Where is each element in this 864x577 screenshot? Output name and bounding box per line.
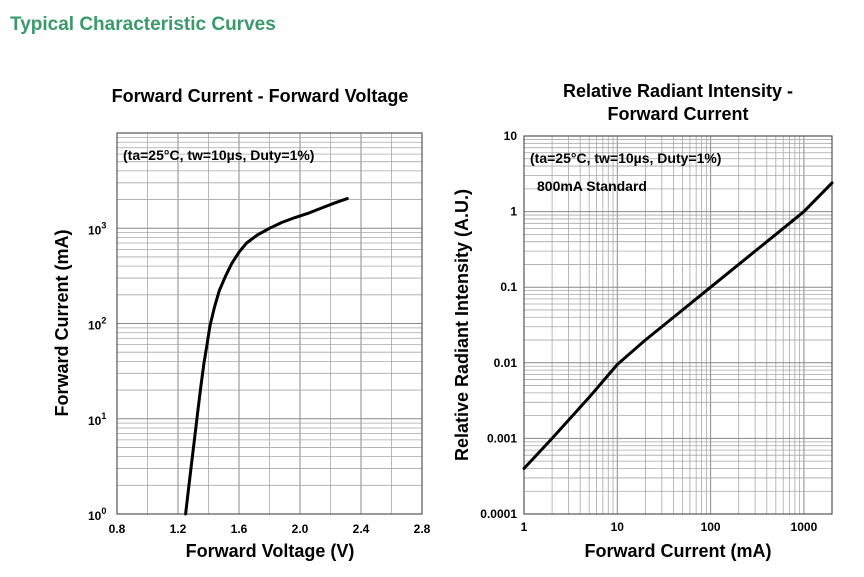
- chart2-x-tick-label: 100: [701, 520, 721, 534]
- chart2-y-tick-label: 0.001: [487, 431, 517, 445]
- chart1-x-tick-label: 2.0: [292, 522, 309, 536]
- chart1-y-tick-label: 100: [88, 506, 106, 523]
- chart1-title: Forward Current - Forward Voltage: [112, 86, 409, 106]
- chart2-ylabel: Relative Radiant Intensity (A.U.): [452, 189, 472, 461]
- chart2-title-line1: Relative Radiant Intensity -: [563, 81, 793, 101]
- chart1-conditions-annotation: (ta=25°C, tw=10µs, Duty=1%): [123, 147, 314, 163]
- chart1-y-tick-label: 102: [88, 316, 106, 333]
- chart1-ylabel: Forward Current (mA): [52, 229, 72, 416]
- chart2-plot-frame: [523, 135, 833, 515]
- chart2-xlabel: Forward Current (mA): [584, 541, 771, 561]
- chart2-series-line: [522, 181, 834, 470]
- chart2-x-tick-label: 10: [611, 520, 625, 534]
- section-title: Typical Characteristic Curves: [10, 14, 276, 35]
- chart1-x-tick-label: 2.8: [414, 522, 431, 536]
- chart2-y-tick-label: 0.1: [500, 280, 517, 294]
- chart1-series-line: [184, 197, 349, 516]
- chart1-x-tick-label: 2.4: [353, 522, 370, 536]
- chart2-y-tick-label: 10: [504, 129, 518, 143]
- chart2-conditions-annotation: (ta=25°C, tw=10µs, Duty=1%): [530, 150, 721, 166]
- chart1-xlabel: Forward Voltage (V): [186, 541, 355, 561]
- chart2-y-tick-label: 0.01: [494, 356, 518, 370]
- chart1-y-tick-label: 101: [88, 411, 106, 428]
- chart1-x-tick-label: 1.2: [170, 522, 187, 536]
- chart1-x-tick-label: 0.8: [109, 522, 126, 536]
- chart2-x-tick-label: 1000: [791, 520, 818, 534]
- chart2-y-tick-label: 1: [510, 205, 517, 219]
- chart1-x-tick-label: 1.6: [231, 522, 248, 536]
- chart1-plot-frame: [116, 132, 423, 515]
- chart2-x-tick-label: 1: [521, 520, 528, 534]
- chart2-y-tick-label: 0.0001: [480, 507, 517, 521]
- chart2-title-line2: Forward Current: [607, 104, 748, 124]
- chart2-standard-annotation: 800mA Standard: [537, 178, 647, 194]
- chart1-y-tick-label: 103: [88, 220, 106, 237]
